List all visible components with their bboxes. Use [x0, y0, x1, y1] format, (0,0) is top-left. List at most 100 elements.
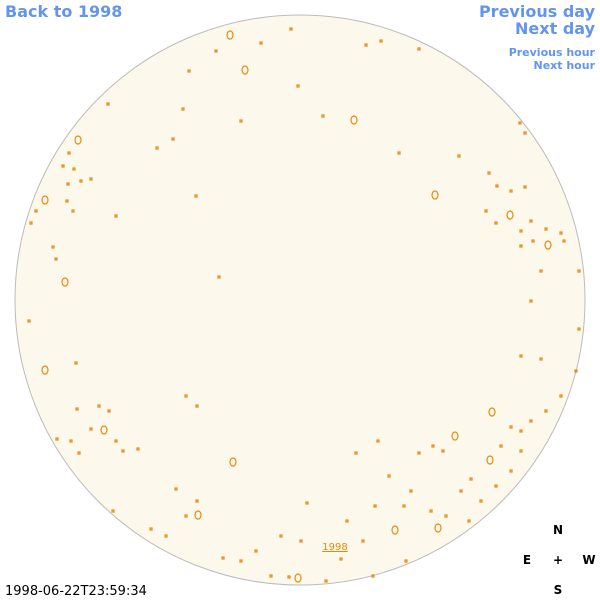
region-contour	[214, 49, 218, 53]
region-contour	[539, 269, 543, 273]
region-contour	[469, 477, 473, 481]
region-contour	[494, 484, 498, 488]
region-contour	[114, 214, 118, 218]
region-contour	[75, 407, 79, 411]
compass-south: S	[554, 583, 563, 597]
region-contour	[324, 579, 328, 583]
region-contour	[539, 357, 543, 361]
region-contour	[404, 559, 408, 563]
region-contour	[373, 504, 377, 508]
region-contour	[27, 319, 31, 323]
region-contour	[364, 43, 368, 47]
region-contour	[544, 227, 548, 231]
region-contour	[531, 239, 535, 243]
region-contour	[181, 107, 185, 111]
region-contour	[486, 455, 494, 465]
region-contour	[221, 556, 225, 560]
region-contour	[409, 489, 413, 493]
region-contour	[509, 189, 513, 193]
region-contour	[451, 431, 459, 441]
region-contour	[417, 47, 421, 51]
region-contour	[51, 245, 55, 249]
region-contour	[519, 244, 523, 248]
region-contour	[89, 177, 93, 181]
region-contour	[529, 219, 533, 223]
region-contour	[544, 240, 552, 250]
region-contour	[187, 69, 191, 73]
region-contour	[61, 164, 65, 168]
region-contour	[164, 534, 168, 538]
region-contour	[350, 115, 358, 125]
region-contour	[371, 574, 375, 578]
region-contour	[239, 119, 243, 123]
region-contour	[529, 419, 533, 423]
region-contour	[194, 510, 202, 520]
year-label[interactable]: 1998	[322, 542, 347, 553]
region-contour	[241, 65, 249, 75]
region-contour	[66, 182, 70, 186]
region-contour	[397, 151, 401, 155]
region-contour	[269, 574, 273, 578]
previous-hour-link[interactable]: Previous hour	[509, 46, 596, 59]
region-contour	[499, 444, 503, 448]
region-contour	[155, 146, 159, 150]
region-contour	[111, 509, 115, 513]
region-contour	[376, 439, 380, 443]
compass-center: +	[553, 553, 563, 567]
region-contour	[67, 151, 71, 155]
region-contour	[484, 209, 488, 213]
region-contour	[195, 404, 199, 408]
region-contour	[195, 499, 199, 503]
region-contour	[444, 514, 448, 518]
region-contour	[559, 394, 563, 398]
region-contour	[289, 27, 293, 31]
back-link[interactable]: Back to 1998	[5, 2, 122, 21]
region-contour	[29, 221, 33, 225]
compass-east: E	[523, 553, 531, 567]
region-contour	[299, 539, 303, 543]
region-contour	[577, 327, 581, 331]
region-contour	[509, 469, 513, 473]
region-contour	[226, 30, 234, 40]
timestamp: 1998-06-22T23:59:34	[5, 584, 147, 599]
region-contour	[429, 509, 433, 513]
next-hour-link[interactable]: Next hour	[534, 59, 596, 72]
region-contour	[74, 361, 78, 365]
region-contour	[41, 195, 49, 205]
region-contour	[61, 277, 69, 287]
region-contour	[379, 39, 383, 43]
region-contour	[523, 131, 527, 135]
region-contour	[171, 137, 175, 141]
region-contour	[69, 439, 73, 443]
next-day-link[interactable]: Next day	[515, 19, 596, 38]
region-contour	[174, 487, 178, 491]
region-contour	[487, 171, 491, 175]
region-contour	[431, 190, 439, 200]
region-contour	[354, 451, 358, 455]
region-contour	[519, 354, 523, 358]
region-contour	[506, 210, 514, 220]
region-contour	[467, 519, 471, 523]
region-contour	[239, 559, 243, 563]
region-contour	[121, 449, 125, 453]
region-contour	[294, 573, 302, 583]
region-contour	[89, 427, 93, 431]
region-contour	[184, 514, 188, 518]
region-contour	[402, 504, 406, 508]
region-contour	[71, 209, 75, 213]
previous-day-link[interactable]: Previous day	[479, 2, 596, 21]
region-contour	[184, 394, 188, 398]
region-contour	[577, 269, 581, 273]
region-contour	[97, 404, 101, 408]
region-contour	[34, 209, 38, 213]
region-contour	[457, 154, 461, 158]
region-contour	[74, 135, 82, 145]
region-contour	[114, 439, 118, 443]
region-contour	[217, 275, 221, 279]
region-contour	[519, 429, 523, 433]
region-contour	[518, 121, 522, 125]
region-contour	[574, 369, 578, 373]
region-contour	[519, 449, 523, 453]
region-contour	[488, 407, 496, 417]
